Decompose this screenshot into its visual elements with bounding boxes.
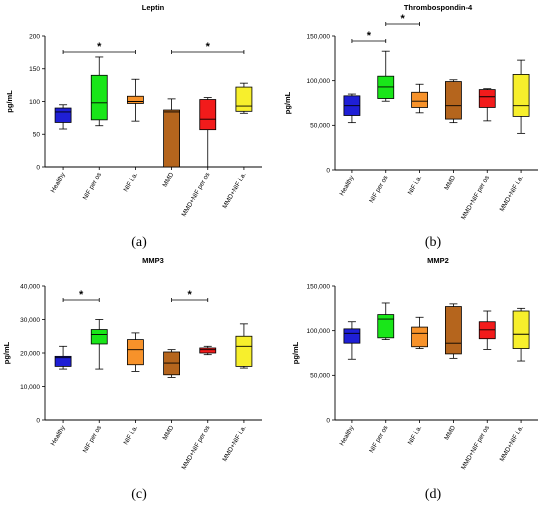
x-tick-label: MMD+NIF i.a. xyxy=(221,424,247,463)
box-6 xyxy=(512,310,530,349)
x-tick-label: NIF per os xyxy=(82,424,104,454)
panel-label: (b) xyxy=(425,235,442,250)
box-1 xyxy=(54,107,72,123)
x-tick-label: Healthy xyxy=(339,174,356,197)
x-tick-label: Healthy xyxy=(50,171,67,194)
significance-star: * xyxy=(79,289,84,301)
x-tick-label: Healthy xyxy=(339,424,356,447)
y-tick-label: 150,000 xyxy=(307,283,331,290)
y-tick-label: 20,000 xyxy=(20,350,40,357)
x-tick-label: NIF per os xyxy=(82,171,104,201)
box-2 xyxy=(90,329,108,345)
y-tick-label: 0 xyxy=(36,417,40,424)
y-tick-label: 150,000 xyxy=(307,33,331,40)
x-tick-label: MMD xyxy=(161,171,175,188)
chart-title: Leptin xyxy=(142,3,165,12)
y-tick-label: 10,000 xyxy=(20,384,40,391)
y-tick-label: 100 xyxy=(29,99,40,106)
x-tick-label: NIF per os xyxy=(368,174,390,204)
x-tick-label: NIF i.a. xyxy=(407,424,424,446)
panel-label: (d) xyxy=(425,487,442,502)
significance-star: * xyxy=(367,30,372,42)
y-tick-label: 100,000 xyxy=(307,328,331,335)
x-tick-label: MMD+NIF per os xyxy=(460,424,491,471)
box-4 xyxy=(445,306,462,355)
box-1 xyxy=(343,328,361,344)
y-tick-label: 40,000 xyxy=(20,283,40,290)
significance-star: * xyxy=(401,13,406,25)
box-4 xyxy=(445,81,462,120)
chart-title: Thrombospondin-4 xyxy=(404,3,473,12)
x-tick-label: MMD+NIF per os xyxy=(181,171,212,218)
y-tick-label: 0 xyxy=(326,417,330,424)
panel-label: (c) xyxy=(131,487,147,502)
y-axis-label: pg/mL xyxy=(5,90,14,113)
y-tick-label: 100,000 xyxy=(307,78,331,85)
box-1 xyxy=(54,355,72,367)
x-tick-label: NIF i.a. xyxy=(407,174,424,196)
panel-label: (a) xyxy=(131,235,147,250)
panel-4: MMP2 pg/mL 0 50,000 100,000 150,000 Healthy NIF… xyxy=(291,256,538,502)
box-6 xyxy=(512,74,530,117)
box-5 xyxy=(478,89,496,108)
x-tick-label: NIF i.a. xyxy=(123,424,140,446)
box-3 xyxy=(127,339,144,366)
y-axis-label: pg/mL xyxy=(291,341,300,364)
y-tick-label: 50,000 xyxy=(310,373,330,380)
significance-star: * xyxy=(206,41,211,53)
x-tick-label: NIF i.a. xyxy=(123,171,140,193)
x-tick-label: MMD+NIF per os xyxy=(181,424,212,471)
x-tick-label: MMD xyxy=(443,424,457,441)
x-tick-label: NIF per os xyxy=(368,424,390,454)
box-6 xyxy=(235,335,253,367)
box-4 xyxy=(163,109,180,168)
y-axis-label: pg/mL xyxy=(2,341,11,364)
x-tick-label: MMD xyxy=(161,424,175,441)
y-tick-label: 0 xyxy=(36,164,40,171)
y-tick-label: 30,000 xyxy=(20,317,40,324)
significance-star: * xyxy=(97,41,102,53)
box-6 xyxy=(235,86,253,112)
box-5 xyxy=(199,99,217,131)
y-axis-label: pg/mL xyxy=(283,91,292,114)
box-3 xyxy=(411,91,428,108)
y-tick-label: 150 xyxy=(29,66,40,73)
y-tick-label: 0 xyxy=(326,167,330,174)
x-tick-label: MMD+NIF i.a. xyxy=(499,174,525,213)
box-3 xyxy=(127,95,144,104)
x-tick-label: MMD xyxy=(443,174,457,191)
chart-title: MMP2 xyxy=(427,256,449,265)
x-tick-label: MMD+NIF i.a. xyxy=(499,424,525,463)
y-tick-label: 50 xyxy=(33,132,41,139)
x-tick-label: Healthy xyxy=(50,424,67,447)
box-3 xyxy=(411,326,428,348)
box-2 xyxy=(90,74,108,121)
significance-star: * xyxy=(188,289,193,301)
y-tick-label: 200 xyxy=(29,33,40,40)
panel-2: Thrombospondin-4 pg/mL 0 50,000 100,000 150,0… xyxy=(283,3,538,250)
y-tick-label: 50,000 xyxy=(310,123,330,130)
chart-title: MMP3 xyxy=(142,256,164,265)
box-2 xyxy=(377,314,395,339)
x-tick-label: MMD+NIF per os xyxy=(460,174,491,221)
box-5 xyxy=(199,347,217,354)
x-tick-label: MMD+NIF i.a. xyxy=(221,171,247,210)
panel-3: MMP3 pg/mL 0 10,000 20,000 30,000 40,000 Health… xyxy=(2,256,262,502)
panel-1: Leptin pg/mL 0 50 100 150 200 Healthy NIF per os… xyxy=(5,3,262,250)
